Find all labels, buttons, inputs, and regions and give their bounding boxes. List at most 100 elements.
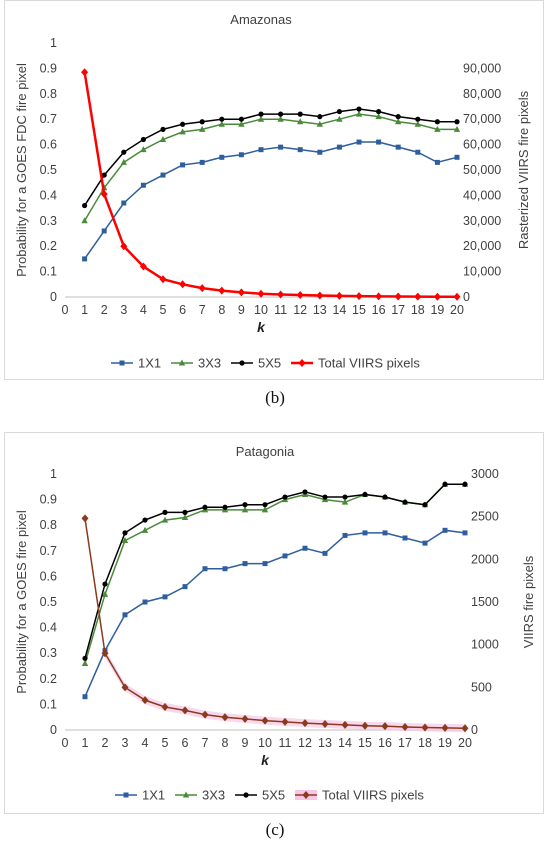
legend-marker bbox=[119, 360, 125, 366]
data-point bbox=[302, 545, 308, 551]
data-point bbox=[453, 292, 461, 301]
data-point bbox=[336, 108, 342, 115]
x-tick-label: 13 bbox=[313, 303, 327, 317]
data-point bbox=[102, 581, 108, 587]
chart-patagonia: Patagonia00.10.20.30.40.50.60.70.80.9105… bbox=[14, 444, 536, 803]
y-tick-label: 0.4 bbox=[40, 188, 57, 202]
x-tick-label: 16 bbox=[372, 303, 386, 317]
legend-label: 5X5 bbox=[262, 788, 285, 803]
data-point bbox=[81, 68, 89, 77]
legend-label: 5X5 bbox=[258, 356, 281, 371]
figure-label-b: (b) bbox=[265, 388, 285, 407]
x-tick-label: 12 bbox=[293, 303, 307, 317]
data-point bbox=[422, 540, 428, 546]
data-point bbox=[180, 121, 186, 127]
data-point bbox=[301, 719, 309, 728]
y-tick-label: 0.6 bbox=[40, 138, 57, 152]
legend-label: 1X1 bbox=[138, 356, 161, 371]
data-point bbox=[121, 149, 127, 155]
data-point bbox=[296, 290, 304, 299]
x-axis-label: k bbox=[257, 319, 266, 335]
data-point bbox=[415, 116, 421, 122]
y-tick-label: 0.3 bbox=[40, 646, 57, 660]
data-point bbox=[121, 537, 129, 544]
x-tick-label: 15 bbox=[358, 736, 372, 750]
series-line bbox=[84, 529, 466, 698]
x-tick-label: 14 bbox=[338, 736, 352, 750]
x-tick-label: 19 bbox=[438, 736, 452, 750]
x-tick-label: 18 bbox=[411, 303, 425, 317]
legend-marker bbox=[243, 792, 249, 798]
data-point bbox=[262, 502, 268, 508]
x-tick-label: 9 bbox=[238, 303, 245, 317]
y-tick-label: 0.2 bbox=[40, 239, 57, 253]
y-tick-label: 0.9 bbox=[40, 493, 57, 507]
data-point bbox=[180, 162, 186, 168]
y2-tick-label: 3000 bbox=[471, 467, 499, 481]
data-point bbox=[336, 115, 343, 122]
data-point bbox=[282, 494, 288, 500]
data-point bbox=[81, 659, 89, 666]
data-point bbox=[242, 502, 248, 508]
y-tick-label: 0.6 bbox=[40, 569, 57, 583]
data-point bbox=[222, 566, 228, 572]
data-point bbox=[454, 119, 460, 125]
data-point bbox=[402, 535, 408, 541]
data-point bbox=[218, 120, 225, 127]
y-tick-label: 1 bbox=[50, 467, 57, 481]
data-point bbox=[282, 553, 288, 559]
legend-marker bbox=[239, 360, 245, 366]
series-line bbox=[83, 113, 457, 222]
x-tick-label: 4 bbox=[142, 736, 149, 750]
x-tick-label: 17 bbox=[391, 303, 405, 317]
x-tick-label: 11 bbox=[279, 736, 292, 750]
y-tick-label: 0.7 bbox=[40, 544, 57, 558]
data-point bbox=[218, 286, 226, 295]
y-tick-label: 1 bbox=[50, 36, 57, 50]
data-point bbox=[182, 584, 188, 590]
data-point bbox=[257, 289, 265, 298]
chart-panel-patagonia: Patagonia 0 0.1 0.2 0.3 0.4 0.5 0.6 0.7 0.8 0.9 1 0 5… bbox=[0, 432, 550, 814]
data-point bbox=[281, 717, 289, 726]
series-line bbox=[84, 483, 465, 659]
x-tick-label: 18 bbox=[418, 736, 432, 750]
data-point bbox=[242, 561, 248, 567]
data-point bbox=[356, 139, 362, 145]
data-point bbox=[277, 115, 284, 122]
x-tick-label: 6 bbox=[179, 303, 186, 317]
data-point bbox=[199, 119, 205, 125]
legend-label: 3X3 bbox=[202, 788, 225, 803]
data-point bbox=[434, 159, 440, 165]
data-point bbox=[322, 494, 328, 500]
series-line bbox=[84, 483, 465, 664]
data-point bbox=[414, 292, 422, 301]
x-tick-label: 15 bbox=[352, 303, 366, 317]
y2-tick-label: 0 bbox=[471, 723, 478, 737]
y-tick-label: 0.1 bbox=[40, 265, 57, 279]
data-point bbox=[342, 494, 348, 500]
data-point bbox=[141, 696, 149, 705]
legend-marker bbox=[182, 791, 190, 798]
y2-tick-label: 90,000 bbox=[463, 61, 501, 75]
data-point bbox=[395, 144, 401, 150]
data-point bbox=[375, 113, 382, 120]
data-point bbox=[453, 125, 461, 132]
data-point bbox=[101, 228, 107, 234]
data-point bbox=[461, 724, 469, 733]
y2-tick-label: 2000 bbox=[471, 552, 499, 566]
x-tick-label: 20 bbox=[458, 736, 472, 750]
data-point bbox=[202, 504, 208, 510]
data-point bbox=[355, 292, 363, 301]
y-axis-label: Probability for a GOES fire pixel bbox=[14, 510, 29, 694]
x-tick-label: 3 bbox=[120, 303, 127, 317]
data-point bbox=[278, 144, 284, 150]
data-point bbox=[262, 561, 268, 567]
figure-label-c: (c) bbox=[265, 820, 285, 839]
data-point bbox=[376, 108, 382, 115]
y2-tick-label: 40,000 bbox=[463, 188, 501, 202]
data-point bbox=[82, 202, 88, 209]
data-point bbox=[277, 290, 285, 299]
y2-axis-label: VIIRS fire pixels bbox=[521, 555, 536, 648]
x-tick-label: 4 bbox=[140, 303, 147, 317]
y-tick-label: 0.2 bbox=[40, 672, 57, 686]
